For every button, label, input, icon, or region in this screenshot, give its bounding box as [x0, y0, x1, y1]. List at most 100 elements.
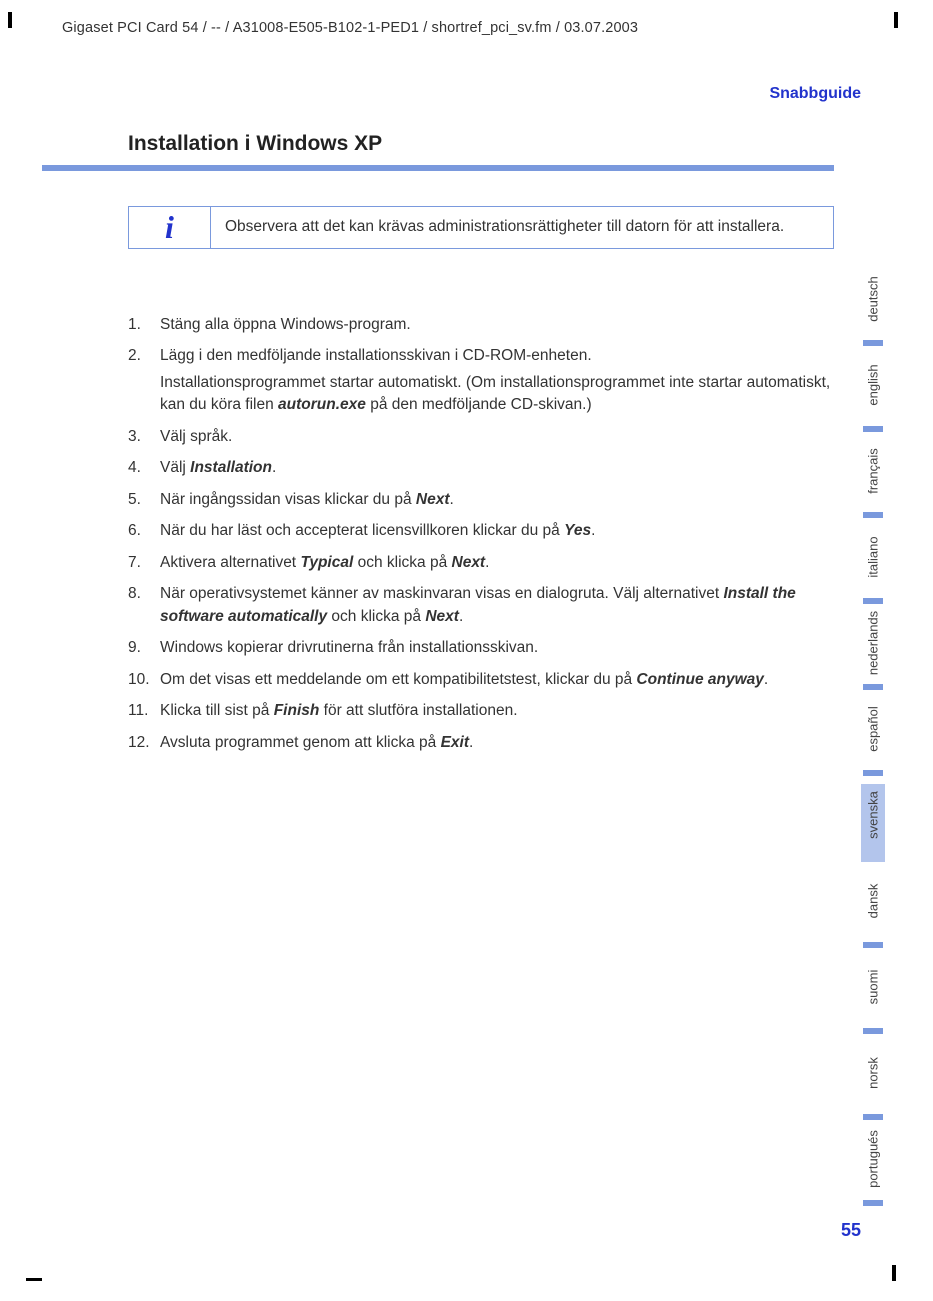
text-run: Om det visas ett meddelande om ett kompa…	[160, 671, 636, 688]
text-run: När du har läst och accepterat licensvil…	[160, 522, 564, 539]
step-body: När operativsystemet känner av maskinvar…	[160, 583, 834, 632]
language-tab-label: italiano	[866, 537, 881, 578]
step-body: Windows kopierar drivrutinerna från inst…	[160, 637, 834, 663]
step-paragraph: När du har läst och accepterat licensvil…	[160, 520, 834, 542]
language-tab-bar	[863, 942, 883, 948]
language-tab-label: suomi	[866, 970, 881, 1005]
step-paragraph: När operativsystemet känner av maskinvar…	[160, 583, 834, 628]
text-run: Klicka till sist på	[160, 702, 274, 719]
crop-mark	[894, 12, 898, 28]
step-number: 12.	[128, 732, 160, 758]
language-tab-bar	[863, 426, 883, 432]
step-body: Välj språk.	[160, 426, 834, 452]
emphasis-text: Installation	[190, 459, 272, 476]
text-run: .	[272, 459, 276, 476]
text-run: för att slutföra installationen.	[319, 702, 517, 719]
crop-mark	[892, 1265, 896, 1281]
language-tab-label: portugués	[866, 1130, 881, 1188]
language-tab-español[interactable]: español	[861, 698, 885, 776]
language-tab-label: svenska	[866, 791, 881, 839]
language-tab-deutsch[interactable]: deutsch	[861, 268, 885, 346]
step-paragraph: Windows kopierar drivrutinerna från inst…	[160, 637, 834, 659]
step-number: 6.	[128, 520, 160, 546]
header-path: Gigaset PCI Card 54 / -- / A31008-E505-B…	[62, 20, 638, 36]
step-body: Klicka till sist på Finish för att slutf…	[160, 700, 834, 726]
emphasis-text: Next	[452, 554, 486, 571]
doc-title: Snabbguide	[769, 85, 861, 103]
step-body: Stäng alla öppna Windows-program.	[160, 314, 834, 340]
language-tab-italiano[interactable]: italiano	[861, 526, 885, 604]
step-body: Avsluta programmet genom att klicka på E…	[160, 732, 834, 758]
step-number: 1.	[128, 314, 160, 340]
text-run: Aktivera alternativet	[160, 554, 300, 571]
language-tab-bar	[863, 598, 883, 604]
language-tab-français[interactable]: français	[861, 440, 885, 518]
text-run: .	[469, 734, 473, 751]
step-paragraph: Avsluta programmet genom att klicka på E…	[160, 732, 834, 754]
language-tab-dansk[interactable]: dansk	[861, 870, 885, 948]
text-run: När ingångssidan visas klickar du på	[160, 491, 416, 508]
step-body: När du har läst och accepterat licensvil…	[160, 520, 834, 546]
text-run: .	[450, 491, 454, 508]
text-run: och klicka på	[353, 554, 451, 571]
step-item: 9.Windows kopierar drivrutinerna från in…	[128, 637, 834, 663]
info-text: Observera att det kan krävas administrat…	[211, 207, 833, 248]
step-number: 10.	[128, 669, 160, 695]
step-paragraph: Välj språk.	[160, 426, 834, 448]
step-item: 5.När ingångssidan visas klickar du på N…	[128, 489, 834, 515]
step-number: 8.	[128, 583, 160, 632]
emphasis-text: Exit	[441, 734, 469, 751]
step-item: 10.Om det visas ett meddelande om ett ko…	[128, 669, 834, 695]
step-paragraph: Lägg i den medföljande installationsskiv…	[160, 345, 834, 367]
step-item: 6.När du har läst och accepterat licensv…	[128, 520, 834, 546]
language-tab-label: english	[866, 365, 881, 406]
text-run: .	[485, 554, 489, 571]
language-tab-bar	[863, 1028, 883, 1034]
emphasis-text: autorun.exe	[278, 396, 366, 413]
language-tab-english[interactable]: english	[861, 354, 885, 432]
text-run: Välj	[160, 459, 190, 476]
steps-list: 1.Stäng alla öppna Windows-program.2.Läg…	[128, 314, 834, 763]
text-run: .	[764, 671, 768, 688]
page-number: 55	[841, 1220, 861, 1241]
text-run: och klicka på	[327, 608, 425, 625]
step-item: 12.Avsluta programmet genom att klicka p…	[128, 732, 834, 758]
language-tab-label: dansk	[866, 884, 881, 919]
step-paragraph: Installationsprogrammet startar automati…	[160, 372, 834, 417]
step-body: När ingångssidan visas klickar du på Nex…	[160, 489, 834, 515]
step-body: Om det visas ett meddelande om ett kompa…	[160, 669, 834, 695]
step-body: Lägg i den medföljande installationsskiv…	[160, 345, 834, 420]
step-number: 2.	[128, 345, 160, 420]
language-tab-portugués[interactable]: portugués	[861, 1128, 885, 1206]
language-tab-norsk[interactable]: norsk	[861, 1042, 885, 1120]
step-item: 4.Välj Installation.	[128, 457, 834, 483]
step-item: 3.Välj språk.	[128, 426, 834, 452]
text-run: När operativsystemet känner av maskinvar…	[160, 585, 723, 602]
language-tab-nederlands[interactable]: nederlands	[861, 612, 885, 690]
language-tab-svenska[interactable]: svenska	[861, 784, 885, 862]
language-tab-bar	[863, 512, 883, 518]
crop-mark	[8, 12, 12, 28]
step-number: 11.	[128, 700, 160, 726]
language-tab-suomi[interactable]: suomi	[861, 956, 885, 1034]
step-item: 11.Klicka till sist på Finish för att sl…	[128, 700, 834, 726]
step-number: 3.	[128, 426, 160, 452]
step-item: 2.Lägg i den medföljande installationssk…	[128, 345, 834, 420]
step-number: 9.	[128, 637, 160, 663]
crop-mark	[26, 1278, 42, 1281]
emphasis-text: Continue anyway	[636, 671, 763, 688]
step-body: Välj Installation.	[160, 457, 834, 483]
emphasis-text: Finish	[274, 702, 320, 719]
section-heading: Installation i Windows XP	[128, 132, 382, 156]
info-box: i Observera att det kan krävas administr…	[128, 206, 834, 249]
step-paragraph: Om det visas ett meddelande om ett kompa…	[160, 669, 834, 691]
language-tab-label: español	[866, 706, 881, 752]
language-tab-bar	[863, 684, 883, 690]
step-item: 7.Aktivera alternativet Typical och klic…	[128, 552, 834, 578]
step-number: 5.	[128, 489, 160, 515]
step-number: 7.	[128, 552, 160, 578]
step-item: 1.Stäng alla öppna Windows-program.	[128, 314, 834, 340]
language-tab-bar	[863, 340, 883, 346]
step-paragraph: Aktivera alternativet Typical och klicka…	[160, 552, 834, 574]
text-run: Avsluta programmet genom att klicka på	[160, 734, 441, 751]
